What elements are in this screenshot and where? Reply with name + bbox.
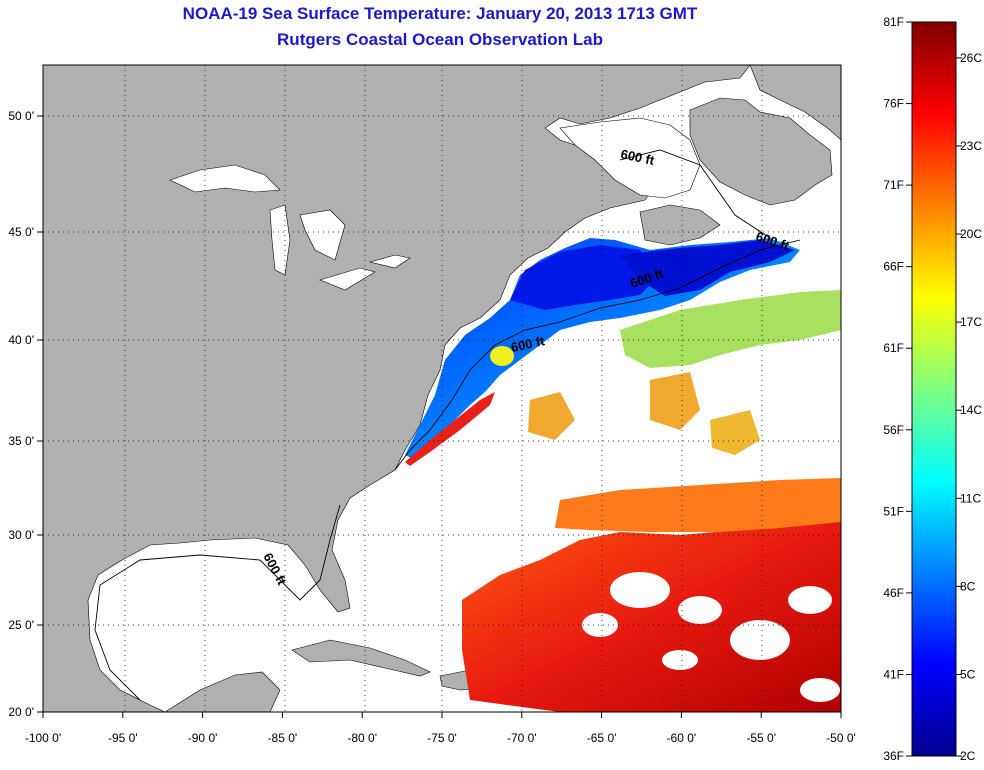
sst-orange-patch-3 bbox=[710, 410, 760, 455]
colorbar-f-label: 46F bbox=[883, 586, 904, 600]
latitude-axis: 20 0' 25 0' 30 0' 35 0' 40 0' 45 0' 50 0' bbox=[8, 109, 43, 719]
sst-warm-sargasso bbox=[462, 520, 841, 712]
land-mass-yucatan bbox=[164, 671, 281, 712]
lon-tick-label: -85 0' bbox=[268, 731, 298, 745]
colorbar-f-label: 36F bbox=[883, 749, 904, 763]
sst-orange-band bbox=[555, 478, 841, 532]
lat-tick-label: 40 0' bbox=[8, 333, 34, 347]
lon-tick-label: -60 0' bbox=[667, 731, 697, 745]
sst-orange-patch-1 bbox=[528, 392, 575, 440]
colorbar-c-label: 14C bbox=[960, 403, 982, 417]
colorbar-c-label: 2C bbox=[960, 749, 976, 763]
colorbar-f-label: 61F bbox=[883, 341, 904, 355]
land-mass-newfoundland bbox=[689, 97, 833, 206]
lat-tick-label: 30 0' bbox=[8, 528, 34, 542]
colorbar-c-label: 11C bbox=[960, 491, 981, 505]
map-grid bbox=[43, 65, 841, 712]
colorbar-fahrenheit-labels: 81F 76F 71F 66F 61F 56F 51F 46F 41F 36F bbox=[883, 15, 912, 763]
colorbar-f-label: 81F bbox=[883, 15, 904, 29]
colorbar-f-label: 66F bbox=[883, 260, 904, 274]
colorbar bbox=[911, 21, 957, 757]
lat-tick-label: 20 0' bbox=[8, 705, 34, 719]
sst-mid-ocean-patches bbox=[620, 290, 841, 368]
lon-tick-label: -65 0' bbox=[587, 731, 617, 745]
lon-tick-label: -70 0' bbox=[507, 731, 537, 745]
colorbar-c-label: 23C bbox=[960, 139, 982, 153]
sst-gulf-stream bbox=[405, 392, 495, 466]
contour-label-600ft: 600 ft bbox=[510, 333, 547, 355]
gulf-st-lawrence bbox=[559, 117, 701, 199]
colorbar-c-label: 20C bbox=[960, 227, 982, 241]
cloud-cover bbox=[582, 572, 840, 702]
colorbar-f-label: 56F bbox=[883, 423, 904, 437]
sst-gulf-of-maine bbox=[510, 245, 660, 310]
lon-tick-label: -55 0' bbox=[746, 731, 776, 745]
land-mass-north-america bbox=[43, 65, 751, 712]
lon-tick-label: -75 0' bbox=[427, 731, 457, 745]
colorbar-c-label: 26C bbox=[960, 51, 982, 65]
lat-tick-label: 35 0' bbox=[8, 434, 34, 448]
map-title: NOAA-19 Sea Surface Temperature: January… bbox=[182, 4, 698, 23]
lon-tick-label: -90 0' bbox=[188, 731, 218, 745]
land-mass-labrador bbox=[749, 65, 841, 141]
colorbar-c-label: 17C bbox=[960, 315, 982, 329]
colorbar-c-label: 8C bbox=[960, 579, 976, 593]
lon-tick-label: -50 0' bbox=[826, 731, 856, 745]
depth-contour-600ft bbox=[94, 149, 801, 701]
colorbar-celsius-labels: 26C 23C 20C 17C 14C 11C 8C 5C 2C bbox=[956, 51, 982, 763]
colorbar-f-label: 51F bbox=[883, 504, 904, 518]
lon-tick-label: -80 0' bbox=[347, 731, 377, 745]
longitude-axis: -100 0' -95 0' -90 0' -85 0' -80 0' -75 0' -70… bbox=[25, 712, 856, 745]
lon-tick-label: -95 0' bbox=[108, 731, 138, 745]
colorbar-f-label: 41F bbox=[883, 667, 904, 681]
colorbar-f-label: 76F bbox=[883, 97, 904, 111]
lat-tick-label: 25 0' bbox=[8, 618, 34, 632]
colorbar-f-label: 71F bbox=[883, 178, 904, 192]
map-subtitle: Rutgers Coastal Ocean Observation Lab bbox=[277, 30, 603, 49]
sst-orange-patch-2 bbox=[650, 372, 700, 430]
lat-tick-label: 45 0' bbox=[8, 225, 34, 239]
land-mass-nova-scotia bbox=[639, 204, 721, 246]
colorbar-c-label: 5C bbox=[960, 667, 976, 681]
sst-warm-core-ring bbox=[490, 346, 514, 366]
lon-tick-label: -100 0' bbox=[25, 731, 61, 745]
land-mass-cuba bbox=[291, 639, 431, 677]
lat-tick-label: 50 0' bbox=[8, 109, 34, 123]
contour-label-600ft: 600 ft bbox=[619, 146, 656, 168]
